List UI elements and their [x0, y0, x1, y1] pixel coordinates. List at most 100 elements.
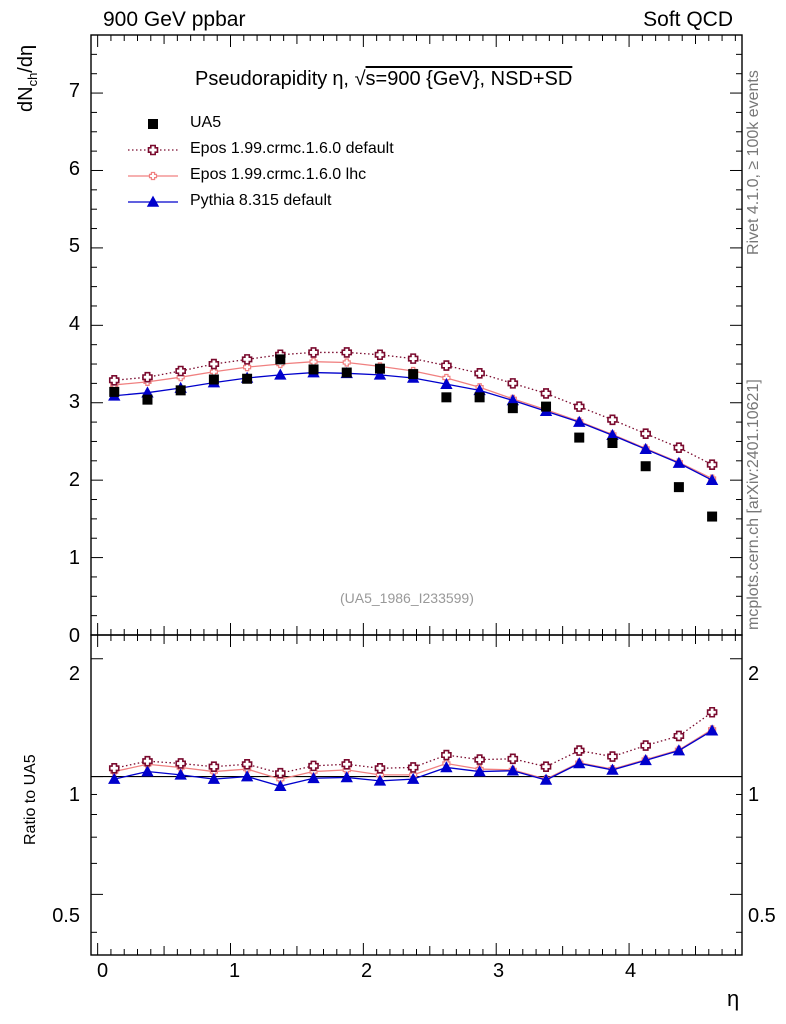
header-left-label: 900 GeV ppbar — [103, 8, 246, 31]
ratio-point-dotted-cross — [673, 730, 685, 742]
ratio-series — [108, 706, 719, 791]
x-axis-label: η — [727, 986, 740, 1011]
ratio-point-triangle — [639, 754, 652, 766]
data-point-data — [175, 385, 186, 396]
ratio-point-dotted-cross — [308, 760, 319, 772]
ratio-point-triangle — [506, 764, 520, 776]
ratio-point-dotted-cross — [607, 751, 618, 762]
ratio-point-dotted-cross — [706, 706, 718, 718]
ratio-point-triangle — [340, 771, 353, 783]
ratio-point-triangle — [672, 744, 686, 756]
ratio-point-dotted-cross — [441, 749, 452, 761]
legend-marker-pythia — [146, 195, 160, 207]
data-point-data — [640, 461, 651, 472]
title-part-c: √ — [354, 68, 366, 90]
ratio-point-dotted-cross — [640, 740, 651, 751]
x-tick-label: 0 — [97, 960, 109, 982]
y-tick-label: 5 — [68, 235, 80, 257]
data-point-data — [208, 374, 219, 385]
legend-marker-ua5 — [148, 119, 158, 129]
y-tick-label: 1 — [68, 547, 80, 569]
ratio-point-triangle — [207, 772, 221, 784]
ratio-point-triangle — [240, 770, 254, 782]
data-point-data — [673, 482, 684, 493]
data-point-data — [574, 432, 585, 443]
data-point-data — [507, 403, 518, 414]
data-point-solid-cross — [243, 363, 252, 372]
ratio-point-triangle — [174, 768, 187, 780]
y-axis-label: dNch/dη — [15, 45, 40, 112]
ratio-point-dotted-cross — [374, 762, 386, 774]
data-point-dotted-cross — [540, 388, 552, 399]
data-point-dotted-cross — [175, 365, 186, 377]
main-panel-frame — [90, 34, 743, 636]
ratio-point-triangle — [539, 773, 553, 785]
header-right-label: Soft QCD — [643, 8, 733, 31]
ratio-y-tick-label-right: 2 — [748, 663, 760, 685]
data-point-dotted-cross — [640, 428, 651, 440]
data-point-data — [474, 392, 485, 403]
data-point-triangle — [274, 368, 287, 380]
ratio-point-dotted-cross — [241, 758, 253, 770]
y-tick-label: 7 — [68, 80, 80, 102]
axis-ticks — [91, 35, 742, 955]
data-point-triangle — [573, 415, 586, 427]
ratio-y-tick-label: 1 — [68, 784, 80, 806]
ratio-point-dotted-cross — [175, 758, 186, 769]
data-point-data — [408, 369, 419, 380]
data-point-dotted-cross — [341, 347, 353, 358]
y-tick-label: 6 — [68, 158, 80, 180]
y-tick-label: 2 — [68, 469, 80, 491]
main-series — [108, 347, 719, 522]
data-point-dotted-cross — [108, 374, 120, 386]
data-point-dotted-cross — [474, 368, 485, 379]
ratio-point-dotted-cross — [208, 761, 220, 772]
series-line-triangle — [114, 371, 713, 481]
data-point-data — [242, 373, 253, 384]
x-tick-label: 2 — [361, 960, 373, 982]
ylabel-part-b: /dη — [15, 44, 37, 73]
data-point-dotted-cross — [407, 353, 419, 364]
legend-entry-epos-lhc: Epos 1.99.crmc.1.6.0 lhc — [190, 166, 367, 183]
title-part-b: η, — [332, 68, 355, 90]
ratio-point-triangle — [274, 779, 287, 791]
ratio-point-dotted-cross — [275, 767, 286, 779]
ratio-point-dotted-cross — [407, 762, 419, 773]
ratio-point-dotted-cross — [474, 754, 485, 765]
ratio-y-tick-label-right: 0.5 — [748, 905, 776, 927]
legend-entry-ua5: UA5 — [190, 114, 222, 131]
ratio-point-triangle — [108, 772, 121, 784]
chart-title: Pseudorapidity η, √s=900 {GeV}, NSD+SD — [195, 68, 572, 91]
data-point-dotted-cross — [673, 442, 685, 453]
data-point-dotted-cross — [142, 371, 153, 383]
ratio-point-triangle — [705, 724, 719, 736]
y-tick-label: 4 — [68, 313, 80, 335]
title-part-d: s=900 {GeV}, NSD+SD — [365, 68, 573, 90]
data-point-dotted-cross — [607, 414, 618, 426]
ratio-point-triangle — [307, 771, 320, 784]
data-point-dotted-cross — [573, 401, 585, 412]
data-point-data — [707, 511, 718, 522]
data-point-data — [109, 386, 120, 397]
ratio-point-triangle — [573, 757, 586, 769]
data-point-solid-cross — [309, 357, 318, 366]
data-point-dotted-cross — [706, 459, 718, 470]
title-part-a: Pseudorapidity — [195, 68, 328, 90]
ratio-point-dotted-cross — [507, 753, 519, 765]
ratio-point-dotted-cross — [108, 762, 120, 774]
mcplots-side-label: mcplots.cern.ch [arXiv:2401.10621] — [745, 379, 762, 630]
data-point-dotted-cross — [441, 360, 452, 371]
data-point-data — [541, 401, 552, 412]
rivet-side-label: Rivet 4.1.0, ≥ 100k events — [745, 70, 762, 255]
legend-marker-epos-lhc — [148, 171, 158, 181]
plot-frames — [90, 34, 743, 956]
ratio-y-tick-label-right: 1 — [748, 784, 760, 806]
ylabel-subscript: ch — [25, 72, 40, 87]
data-point-data — [275, 354, 286, 365]
analysis-watermark: (UA5_1986_I233599) — [340, 590, 474, 606]
ratio-point-dotted-cross — [540, 761, 552, 772]
data-point-dotted-cross — [374, 349, 386, 361]
ratio-y-axis-label: Ratio to UA5 — [22, 754, 39, 845]
data-point-dotted-cross — [208, 358, 220, 370]
